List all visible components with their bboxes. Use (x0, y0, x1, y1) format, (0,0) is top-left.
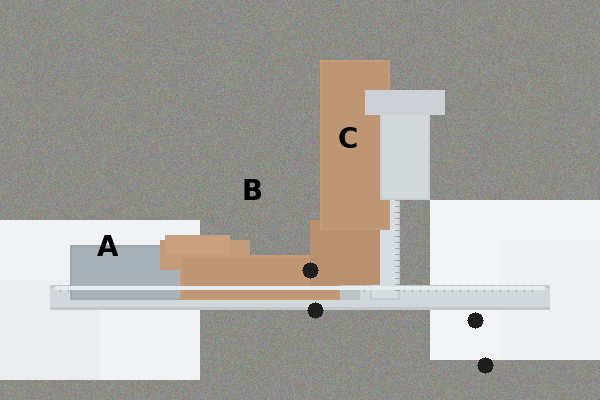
Text: B: B (241, 178, 263, 206)
Text: C: C (338, 126, 358, 154)
Text: A: A (97, 234, 119, 262)
